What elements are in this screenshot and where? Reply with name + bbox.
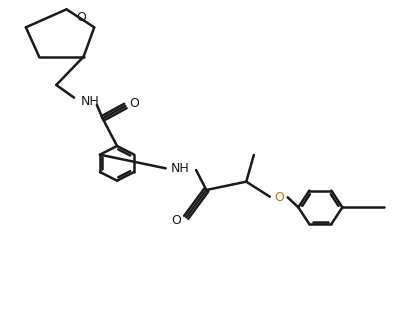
Text: O: O: [274, 191, 284, 204]
Text: O: O: [76, 11, 86, 24]
Text: NH: NH: [81, 95, 99, 108]
Text: O: O: [171, 213, 181, 226]
Text: NH: NH: [171, 162, 190, 175]
Text: O: O: [129, 97, 139, 110]
